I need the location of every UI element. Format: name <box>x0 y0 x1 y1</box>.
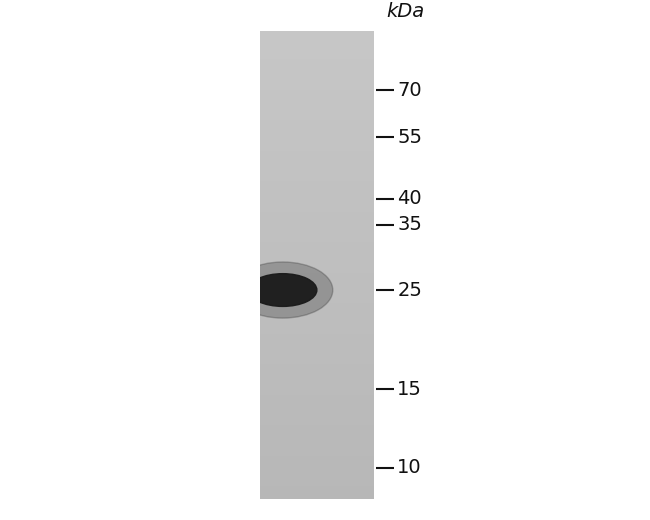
Text: kDa: kDa <box>387 2 425 21</box>
Text: 15: 15 <box>397 380 422 398</box>
Text: 25: 25 <box>397 280 422 300</box>
Ellipse shape <box>233 262 333 318</box>
Text: 10: 10 <box>397 458 422 477</box>
Ellipse shape <box>248 274 317 306</box>
Text: 55: 55 <box>397 128 422 147</box>
Text: 35: 35 <box>397 215 422 235</box>
Text: 70: 70 <box>397 81 422 100</box>
Text: 40: 40 <box>397 189 422 209</box>
